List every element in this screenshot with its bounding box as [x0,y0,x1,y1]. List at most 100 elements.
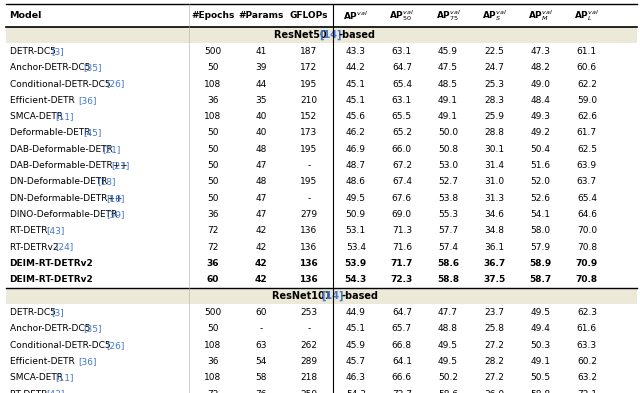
Text: 63.1: 63.1 [392,47,412,56]
Text: 53.4: 53.4 [346,242,366,252]
Text: 34.6: 34.6 [484,210,504,219]
Text: 53.0: 53.0 [438,161,458,170]
Text: 57.4: 57.4 [438,242,458,252]
Text: 500: 500 [204,308,221,317]
Text: 49.1: 49.1 [438,112,458,121]
Text: Efficient-DETR: Efficient-DETR [10,96,77,105]
Text: 45.9: 45.9 [346,341,366,350]
Text: 71.3: 71.3 [392,226,412,235]
Text: Conditional-DETR-DC5: Conditional-DETR-DC5 [10,79,113,88]
Text: [14]: [14] [321,291,344,301]
Text: 62.2: 62.2 [577,79,597,88]
Text: 27.2: 27.2 [484,373,504,382]
Text: 49.1: 49.1 [530,357,550,366]
Text: 62.3: 62.3 [577,308,597,317]
Text: 64.7: 64.7 [392,63,412,72]
Text: 47: 47 [255,210,266,219]
Text: 41: 41 [255,47,266,56]
Text: 63.7: 63.7 [577,177,597,186]
Text: 70.8: 70.8 [576,275,598,284]
Text: -: - [259,324,262,333]
Text: 50: 50 [207,161,218,170]
Text: 49.0: 49.0 [530,79,550,88]
Text: 36: 36 [207,96,218,105]
Text: 44: 44 [255,79,266,88]
Text: 50: 50 [207,324,218,333]
Text: 136: 136 [300,242,317,252]
Text: 187: 187 [300,47,317,56]
Text: 66.0: 66.0 [392,145,412,154]
Text: AP$^{val}_{50}$: AP$^{val}_{50}$ [389,8,415,23]
Text: 262: 262 [300,341,317,350]
Text: 50: 50 [207,177,218,186]
Text: 65.5: 65.5 [392,112,412,121]
Text: 63.3: 63.3 [577,341,597,350]
Text: 36.7: 36.7 [483,259,505,268]
Text: 47: 47 [255,194,266,203]
Text: 55.3: 55.3 [438,210,458,219]
Text: 58.9: 58.9 [529,259,551,268]
Text: ResNet50: ResNet50 [275,30,331,40]
Text: 46.9: 46.9 [346,145,366,154]
Text: 172: 172 [300,63,317,72]
Text: [45]: [45] [83,129,102,138]
Text: -: - [307,324,310,333]
Text: 64.7: 64.7 [392,308,412,317]
Text: 173: 173 [300,129,317,138]
Text: [26]: [26] [106,341,125,350]
Text: 70.9: 70.9 [576,259,598,268]
Text: 50: 50 [207,129,218,138]
Text: 40: 40 [255,129,266,138]
Text: 50.4: 50.4 [530,145,550,154]
Text: 50.2: 50.2 [438,373,458,382]
Text: 48.2: 48.2 [530,63,550,72]
Text: 72.3: 72.3 [391,275,413,284]
Text: 28.2: 28.2 [484,357,504,366]
Text: 45.7: 45.7 [346,357,366,366]
Text: 45.1: 45.1 [346,79,366,88]
Text: 72: 72 [207,389,218,393]
Text: AP$^{val}_{L}$: AP$^{val}_{L}$ [574,8,600,23]
Text: 61.1: 61.1 [577,47,597,56]
Text: 152: 152 [300,112,317,121]
Text: 136: 136 [300,275,318,284]
Text: 31.0: 31.0 [484,177,504,186]
Text: 61.7: 61.7 [577,129,597,138]
Text: 108: 108 [204,112,221,121]
Text: 47.5: 47.5 [438,63,458,72]
Text: 48: 48 [255,145,266,154]
Text: 50: 50 [207,63,218,72]
Text: 67.6: 67.6 [392,194,412,203]
Text: RT-DETRv2: RT-DETRv2 [10,242,61,252]
Text: 45.9: 45.9 [438,47,458,56]
Text: 50.5: 50.5 [530,373,550,382]
Text: 42: 42 [255,242,266,252]
Text: -based: -based [339,30,376,40]
Text: 259: 259 [300,389,317,393]
Text: 72.1: 72.1 [577,389,597,393]
Text: RT-DETR: RT-DETR [10,226,50,235]
Text: 289: 289 [300,357,317,366]
Text: 62.5: 62.5 [577,145,597,154]
Text: AP$^{val}_{S}$: AP$^{val}_{S}$ [481,8,507,23]
Text: 65.7: 65.7 [392,324,412,333]
Text: 64.6: 64.6 [577,210,597,219]
Text: 31.3: 31.3 [484,194,504,203]
Text: 50.3: 50.3 [530,341,550,350]
Text: 49.3: 49.3 [530,112,550,121]
Text: 59.0: 59.0 [577,96,597,105]
Text: -: - [307,194,310,203]
Text: DN-Deformable-DETR: DN-Deformable-DETR [10,177,110,186]
Text: [21]: [21] [111,161,129,170]
Text: 218: 218 [300,373,317,382]
Text: 48.5: 48.5 [438,79,458,88]
Text: 54: 54 [255,357,266,366]
Text: 47.7: 47.7 [438,308,458,317]
Text: [11]: [11] [56,112,74,121]
Text: 43.3: 43.3 [346,47,366,56]
Text: 25.9: 25.9 [484,112,504,121]
Text: 45.1: 45.1 [346,96,366,105]
Text: [24]: [24] [56,242,74,252]
Text: 76: 76 [255,389,266,393]
Text: Deformable-DETR: Deformable-DETR [10,129,93,138]
